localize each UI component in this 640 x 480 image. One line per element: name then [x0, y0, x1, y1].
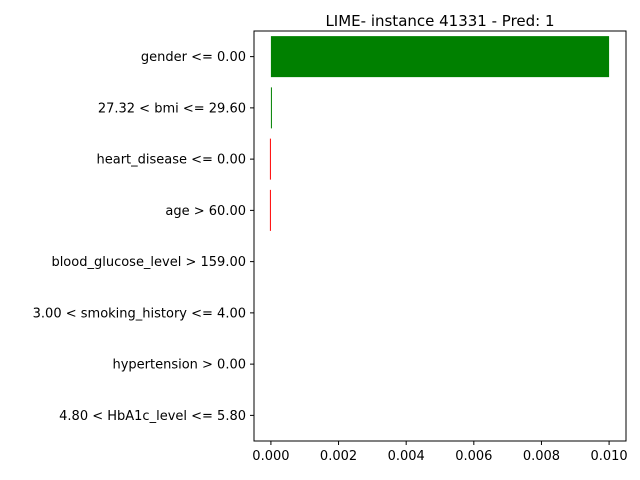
- y-tick-label: 4.80 < HbA1c_level <= 5.80: [59, 409, 246, 424]
- y-tick-labels: gender <= 0.00 27.32 < bmi <= 29.60 heart_…: [33, 50, 254, 424]
- bar-0: [270, 36, 610, 78]
- chart-title: LIME- instance 41331 - Pred: 1: [325, 12, 554, 30]
- bar-3: [269, 189, 271, 231]
- x-tick-label: 0.000: [252, 449, 289, 464]
- bar-2: [269, 138, 271, 180]
- x-tick-label: 0.006: [455, 449, 492, 464]
- y-tick-label: 3.00 < smoking_history <= 4.00: [33, 306, 246, 321]
- y-tick-label: hypertension > 0.00: [112, 358, 246, 373]
- bar-1: [270, 87, 272, 129]
- axes-frame: [253, 30, 627, 442]
- y-tick-label: blood_glucose_level > 159.00: [51, 255, 246, 270]
- y-tick-label: age > 60.00: [165, 204, 246, 219]
- x-tick-label: 0.002: [320, 449, 357, 464]
- x-ticks: 0.000 0.002 0.004 0.006 0.008 0.010: [252, 441, 628, 464]
- x-tick-label: 0.008: [523, 449, 560, 464]
- x-tick-label: 0.004: [388, 449, 425, 464]
- y-tick-label: 27.32 < bmi <= 29.60: [98, 101, 246, 116]
- y-tick-label: gender <= 0.00: [141, 50, 246, 65]
- y-tick-label: heart_disease <= 0.00: [96, 153, 246, 168]
- x-tick-label: 0.010: [590, 449, 627, 464]
- bars-group: [269, 36, 610, 231]
